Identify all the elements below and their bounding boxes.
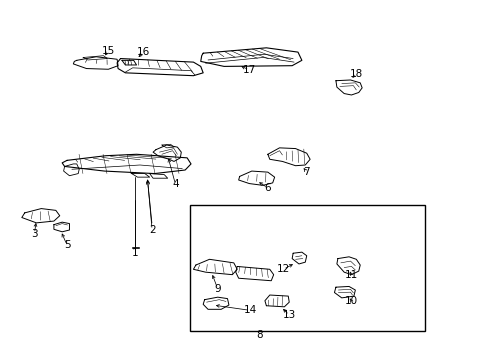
Text: 9: 9: [214, 284, 221, 294]
Text: 10: 10: [344, 296, 357, 306]
Bar: [190, 205, 425, 331]
Text: 5: 5: [63, 240, 70, 250]
Text: 16: 16: [137, 47, 150, 57]
Text: 7: 7: [303, 167, 309, 177]
Text: 3: 3: [31, 229, 38, 239]
Text: 1: 1: [132, 248, 138, 258]
Text: 6: 6: [264, 183, 271, 193]
Text: 13: 13: [282, 310, 295, 320]
Text: 4: 4: [172, 179, 179, 189]
Text: 12: 12: [276, 264, 289, 274]
Text: 2: 2: [148, 225, 155, 235]
Text: 18: 18: [349, 68, 362, 78]
Text: 17: 17: [242, 65, 255, 75]
Text: 15: 15: [102, 46, 115, 56]
Text: 8: 8: [255, 330, 262, 341]
Text: 14: 14: [243, 305, 256, 315]
Text: 11: 11: [344, 270, 357, 280]
